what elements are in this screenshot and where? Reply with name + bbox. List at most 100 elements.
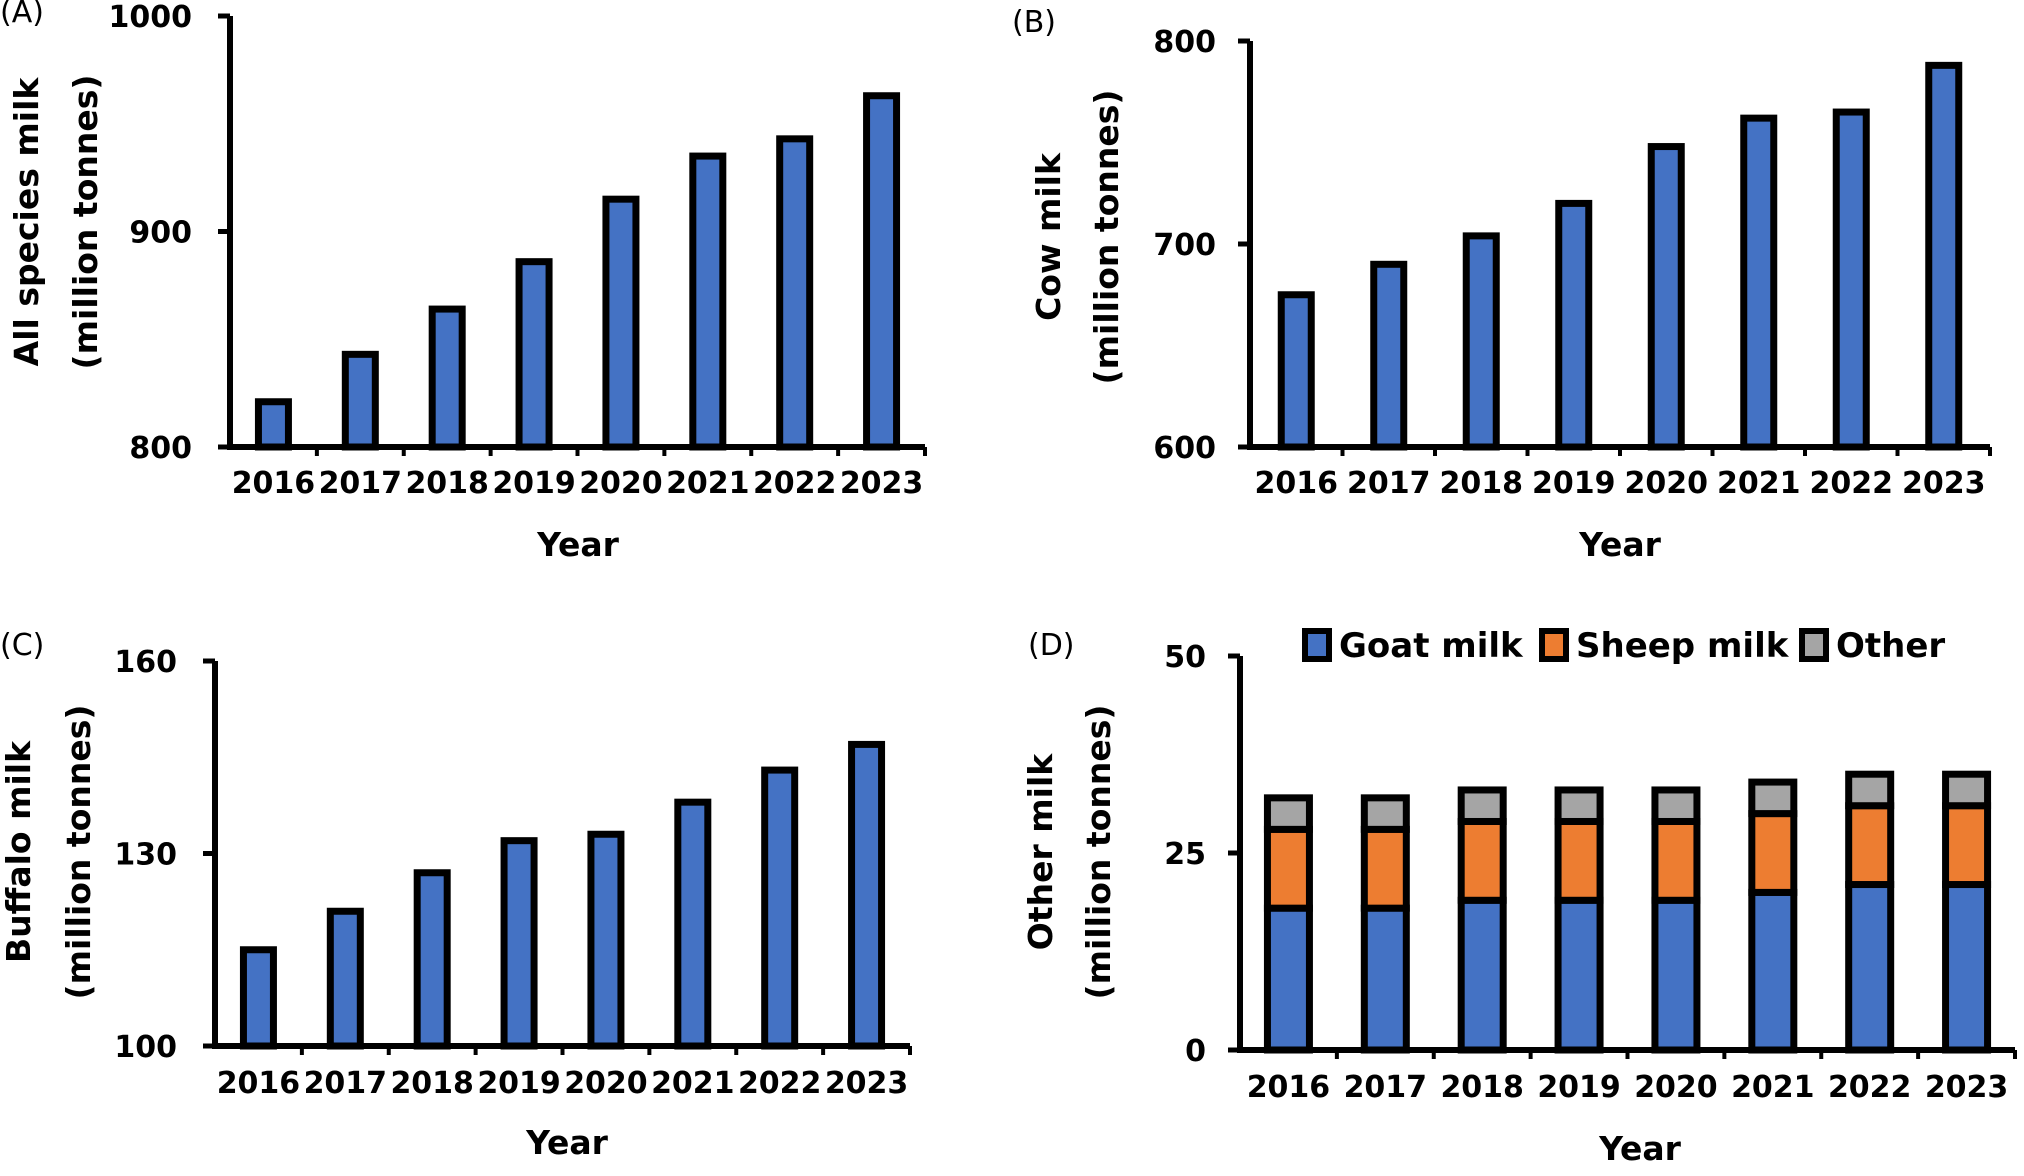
bar-2018 bbox=[1462, 232, 1500, 451]
bar-2020 bbox=[602, 195, 640, 451]
x-tick-label: 2018 bbox=[390, 1066, 474, 1101]
bar-goat-milk-2019 bbox=[1554, 896, 1604, 1054]
chart-panel-4: (D) 0 25 50 2016 2017 2018 2019 2020 2021 2022 2023… bbox=[1021, 626, 2017, 1168]
bar-goat-milk-2022 bbox=[1845, 881, 1895, 1054]
x-tick-label: 2017 bbox=[1344, 1070, 1428, 1105]
x-tick-label: 2023 bbox=[1902, 466, 1986, 501]
x-tick-label: 2016 bbox=[232, 466, 316, 501]
legend-swatch-goat-milk bbox=[1302, 628, 1332, 662]
x-tick-label: 2018 bbox=[405, 466, 489, 501]
y-axis-subtitle: (million tonnes) bbox=[1079, 705, 1118, 1000]
y-tick-label: 700 bbox=[1153, 228, 1216, 263]
y-tick-label: 50 bbox=[1164, 640, 1206, 675]
legend-swatch-sheep-milk bbox=[1539, 628, 1569, 662]
y-tick-label: 900 bbox=[129, 216, 192, 251]
panel-label: (B) bbox=[1012, 5, 1056, 40]
x-tick-label: 2020 bbox=[1634, 1070, 1718, 1105]
bar-other-2023 bbox=[1942, 770, 1992, 810]
bar-2019 bbox=[500, 837, 538, 1050]
x-tick-label: 2016 bbox=[1247, 1070, 1331, 1105]
legend-label: Other bbox=[1836, 626, 1945, 666]
bar-2019 bbox=[1555, 199, 1593, 451]
x-axis-title: Year bbox=[536, 525, 620, 564]
bar-goat-milk-2023 bbox=[1942, 881, 1992, 1054]
legend-label: Sheep milk bbox=[1576, 626, 1790, 666]
bar-other-2022 bbox=[1845, 770, 1895, 810]
x-tick-label: 2020 bbox=[1625, 466, 1709, 501]
x-tick-label: 2017 bbox=[1347, 466, 1431, 501]
x-tick-label: 2019 bbox=[1537, 1070, 1621, 1105]
bar-2021 bbox=[674, 798, 712, 1050]
x-tick-label: 2018 bbox=[1440, 466, 1524, 501]
y-axis-subtitle: (million tonnes) bbox=[66, 75, 105, 370]
bar-2023 bbox=[1925, 61, 1963, 451]
bar-2022 bbox=[776, 135, 814, 451]
bar-2018 bbox=[413, 869, 451, 1050]
y-tick-label: 600 bbox=[1153, 431, 1216, 466]
x-tick-label: 2021 bbox=[1717, 466, 1801, 501]
x-tick-label: 2023 bbox=[1925, 1070, 2009, 1105]
y-axis-subtitle: (million tonnes) bbox=[1087, 90, 1126, 385]
bar-other-2016 bbox=[1263, 794, 1313, 833]
y-axis-title: Buffalo milk bbox=[0, 740, 38, 963]
x-tick-label: 2021 bbox=[666, 466, 750, 501]
panel-label: (A) bbox=[0, 0, 44, 30]
bar-sheep-milk-2017 bbox=[1360, 825, 1410, 912]
bar-2016 bbox=[254, 398, 292, 451]
bar-2017 bbox=[326, 907, 364, 1050]
bar-sheep-milk-2021 bbox=[1748, 810, 1798, 896]
y-tick-label: 0 bbox=[1185, 1034, 1206, 1069]
bar-2020 bbox=[587, 830, 625, 1050]
x-tick-label: 2022 bbox=[738, 1066, 822, 1101]
chart-panel-2: (B) 600 700 800 2016 2017 2018 2019 2020 2021 2022… bbox=[1012, 5, 1992, 564]
y-tick-label: 100 bbox=[114, 1030, 177, 1065]
y-axis-subtitle: (million tonnes) bbox=[59, 705, 98, 1000]
bar-goat-milk-2016 bbox=[1263, 904, 1313, 1054]
bar-sheep-milk-2016 bbox=[1263, 825, 1313, 912]
bar-2016 bbox=[239, 946, 277, 1050]
x-tick-label: 2021 bbox=[651, 1066, 735, 1101]
bar-2021 bbox=[1740, 114, 1778, 451]
bar-2017 bbox=[341, 350, 379, 451]
y-tick-label: 130 bbox=[114, 838, 177, 873]
bar-2022 bbox=[761, 766, 799, 1050]
x-tick-label: 2017 bbox=[304, 1066, 388, 1101]
bar-sheep-milk-2019 bbox=[1554, 817, 1604, 904]
y-tick-label: 25 bbox=[1164, 837, 1206, 872]
bar-sheep-milk-2022 bbox=[1845, 802, 1895, 889]
x-tick-label: 2018 bbox=[1440, 1070, 1524, 1105]
bar-goat-milk-2020 bbox=[1651, 896, 1701, 1054]
chart-legend: Goat milk Sheep milk Other bbox=[1302, 626, 1945, 666]
bar-2021 bbox=[689, 152, 727, 451]
bar-goat-milk-2017 bbox=[1360, 904, 1410, 1054]
x-tick-label: 2022 bbox=[753, 466, 837, 501]
x-tick-label: 2016 bbox=[217, 1066, 301, 1101]
bar-other-2021 bbox=[1748, 778, 1798, 818]
bar-sheep-milk-2023 bbox=[1942, 802, 1992, 889]
bar-goat-milk-2021 bbox=[1748, 888, 1798, 1054]
bar-2023 bbox=[863, 92, 901, 451]
x-tick-label: 2020 bbox=[579, 466, 663, 501]
bar-2017 bbox=[1370, 260, 1408, 451]
y-axis-title: All species milk bbox=[7, 77, 46, 367]
x-tick-label: 2019 bbox=[1532, 466, 1616, 501]
x-tick-label: 2019 bbox=[477, 1066, 561, 1101]
bar-other-2020 bbox=[1651, 786, 1701, 825]
bar-sheep-milk-2020 bbox=[1651, 817, 1701, 904]
bar-2019 bbox=[515, 258, 553, 451]
y-axis-title: Other milk bbox=[1021, 753, 1060, 950]
x-tick-label: 2022 bbox=[1810, 466, 1894, 501]
x-tick-label: 2022 bbox=[1828, 1070, 1912, 1105]
x-tick-label: 2021 bbox=[1731, 1070, 1815, 1105]
x-tick-label: 2016 bbox=[1255, 466, 1339, 501]
bar-other-2019 bbox=[1554, 786, 1604, 825]
bar-2023 bbox=[848, 740, 886, 1050]
panel-label: (D) bbox=[1028, 628, 1075, 663]
legend-label: Goat milk bbox=[1339, 626, 1524, 666]
x-tick-label: 2020 bbox=[564, 1066, 648, 1101]
legend-swatch-other bbox=[1799, 628, 1829, 662]
x-axis-title: Year bbox=[525, 1123, 609, 1162]
panel-label: (C) bbox=[0, 628, 44, 663]
y-axis-title: Cow milk bbox=[1029, 152, 1068, 321]
